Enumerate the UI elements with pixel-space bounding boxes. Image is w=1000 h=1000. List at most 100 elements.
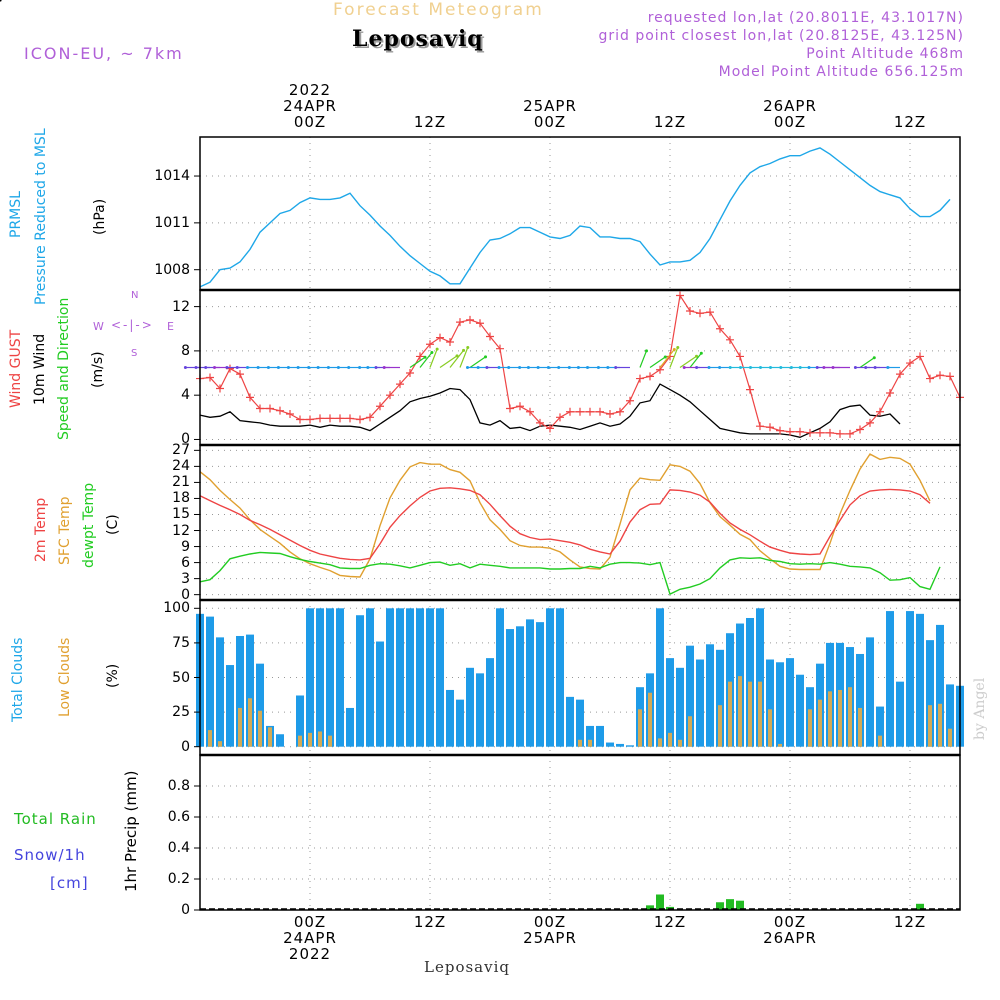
wind-gust-point	[466, 315, 474, 324]
total-cloud-bar	[316, 608, 324, 747]
low-cloud-bar	[928, 705, 932, 747]
time-tick-line: 12Z	[893, 113, 927, 131]
rain-bar	[916, 903, 924, 910]
time-tick-line: 00Z	[533, 913, 567, 931]
total-cloud-bar	[376, 641, 384, 747]
total-cloud-bar	[606, 742, 614, 747]
low-cloud-bar	[218, 741, 222, 747]
wind-gust-point	[786, 427, 794, 436]
wind-arrow-head	[518, 366, 522, 369]
time-tick-line: 00Z	[293, 113, 327, 131]
time-tick-label: 12Z	[395, 114, 465, 130]
wind-arrow-head	[614, 366, 618, 369]
time-tick-line: 26APR	[763, 97, 817, 115]
wind-gust-point	[776, 426, 784, 435]
pressure-label-1: PRMSL	[8, 191, 24, 238]
wind-arrow-head	[676, 345, 680, 349]
wind-gust-point	[826, 428, 834, 437]
wind-arrow-head	[728, 366, 732, 369]
wind-arrow-head	[707, 366, 711, 369]
total-cloud-bar	[766, 659, 774, 747]
wind-gust-point	[346, 414, 354, 423]
low-cloud-bar	[838, 689, 842, 747]
total-cloud-bar	[426, 608, 434, 747]
wind-arrow-head	[546, 366, 550, 369]
total-cloud-bar	[356, 615, 364, 747]
wind-unit: (m/s)	[90, 351, 106, 388]
low-cloud-bar	[578, 739, 582, 747]
y-tick-label: 0.8	[167, 778, 190, 794]
grid-point-coords: grid point closest lon,lat (20.8125E, 43…	[598, 28, 964, 44]
wind-arrow-head	[276, 366, 280, 369]
total-cloud-bar	[546, 608, 554, 747]
wind-arrow-head	[759, 366, 762, 369]
low-cloud-bar	[668, 732, 672, 747]
point-altitude: Point Altitude 468m	[806, 46, 964, 62]
wind-gust-point	[886, 388, 894, 397]
wind-arrow-head	[596, 366, 600, 369]
snow-label: Snow/1h	[14, 846, 86, 864]
wind-arrow-head	[256, 366, 260, 369]
time-tick-line: 00Z	[773, 913, 807, 931]
y-tick-label: 8	[181, 342, 190, 359]
wind-arrow-head	[246, 366, 249, 369]
wind-gust-point	[496, 344, 504, 353]
panel-frame	[199, 444, 961, 601]
total-cloud-bar	[866, 637, 874, 747]
t2m-label: 2m Temp	[33, 497, 49, 562]
time-tick-line: 00Z	[533, 113, 567, 131]
total-cloud-bar	[446, 689, 454, 747]
low-cloud-bar	[688, 716, 692, 747]
pressure-unit: (hPa)	[92, 198, 108, 235]
compass-s: S	[131, 348, 138, 359]
y-tick-label: 24	[172, 458, 190, 475]
wind-direction-arrow	[429, 348, 438, 368]
wind-arrow-head	[718, 366, 722, 369]
wind-gust-point	[696, 309, 704, 318]
wind-arrow-head	[672, 347, 676, 351]
time-tick-line: 00Z	[293, 913, 327, 931]
wind-arrow-head	[423, 355, 427, 359]
total-cloud-bar	[386, 608, 394, 747]
wind-arrow-head	[507, 366, 511, 369]
y-tick-label: 12	[172, 522, 190, 539]
wind-gust-point	[476, 319, 484, 328]
total-clouds-label: Total Clouds	[10, 637, 26, 722]
total-cloud-bar	[336, 608, 344, 747]
wind-gust-point	[296, 415, 304, 424]
wind-direction-arrow	[639, 350, 648, 368]
low-cloud-bar	[808, 709, 812, 747]
wind-arrow-head	[864, 366, 868, 369]
time-tick-line: 12Z	[413, 913, 447, 931]
wind-arrow-head	[476, 366, 480, 369]
y-tick-label: 1014	[154, 168, 190, 185]
low-cloud-bar	[758, 681, 762, 747]
wind-gust-point	[816, 428, 824, 437]
total-cloud-bar	[756, 608, 764, 747]
requested-coords: requested lon,lat (20.8011E, 43.1017N)	[647, 10, 964, 26]
time-tick-label: 25APR 00Z	[515, 98, 585, 130]
total-cloud-bar	[366, 608, 374, 747]
time-tick-line: 26APR	[763, 929, 817, 947]
low-cloud-bar	[658, 738, 662, 747]
low-cloud-bar	[208, 730, 212, 747]
low-cloud-bar	[318, 731, 322, 747]
y-tick-label: 0.6	[167, 809, 190, 825]
y-tick-label: 0	[181, 431, 190, 448]
snow-cm-label: [cm]	[50, 874, 89, 892]
subtitle: Forecast Meteogram	[333, 0, 544, 20]
sfc-temp-label: SFC Temp	[57, 496, 73, 565]
y-tick-label: 3	[181, 570, 190, 587]
panel-frame	[199, 754, 961, 911]
total-cloud-bar	[626, 745, 634, 747]
wind-gust-point	[526, 407, 534, 416]
wind-arrow-head	[336, 366, 340, 369]
wind-direction-arrow	[859, 357, 875, 368]
wind-gust-point	[246, 393, 254, 402]
total-cloud-bar	[666, 658, 674, 747]
wind-direction-arrow	[449, 350, 465, 368]
low-cloud-bar	[248, 698, 252, 747]
total-cloud-bar	[566, 696, 574, 747]
wind-arrow-head	[663, 355, 667, 359]
wind-arrow-head	[853, 366, 857, 369]
